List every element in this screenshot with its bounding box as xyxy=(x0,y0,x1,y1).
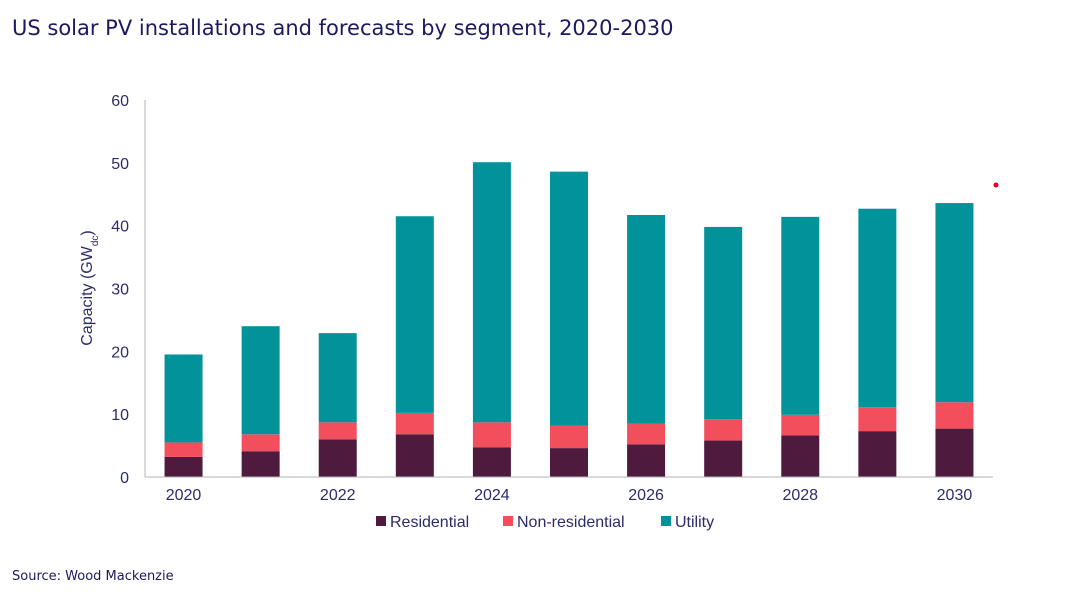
y-tick-label: 20 xyxy=(111,344,129,361)
bar-non-residential-2030 xyxy=(935,402,974,429)
source-note: Source: Wood Mackenzie xyxy=(12,569,174,584)
legend-label-residential: Residential xyxy=(390,514,469,531)
x-tick-label: 2024 xyxy=(474,487,510,504)
y-tick-label: 40 xyxy=(111,219,129,236)
bar-utility-2023 xyxy=(395,216,434,413)
bar-residential-2028 xyxy=(781,435,820,477)
bar-utility-2026 xyxy=(627,214,666,424)
legend: Residential Non-residential Utility xyxy=(376,514,714,531)
bar-non-residential-2026 xyxy=(627,423,666,445)
legend-swatch-residential xyxy=(376,516,386,526)
y-tick-label: 50 xyxy=(111,156,129,173)
bar-utility-2027 xyxy=(704,226,743,420)
bar-utility-2020 xyxy=(164,354,203,443)
x-tick-label: 2026 xyxy=(628,487,664,504)
bar-residential-2021 xyxy=(241,451,280,477)
bar-residential-2022 xyxy=(318,439,357,477)
bar-residential-2020 xyxy=(164,456,203,477)
bar-residential-2023 xyxy=(395,434,434,477)
bar-utility-2021 xyxy=(241,326,280,435)
bar-non-residential-2025 xyxy=(550,425,588,449)
y-tick-label: 0 xyxy=(120,470,129,487)
bar-non-residential-2021 xyxy=(241,434,280,452)
legend-swatch-utility xyxy=(661,516,671,526)
x-tick-label: 2028 xyxy=(782,487,818,504)
y-tick-label: 60 xyxy=(111,93,129,110)
bar-utility-2030 xyxy=(935,203,974,403)
y-axis-label: Capacity (GWdc) xyxy=(79,230,101,345)
bar-residential-2030 xyxy=(935,428,974,477)
x-tick-label: 2022 xyxy=(320,487,356,504)
y-tick-label: 10 xyxy=(111,407,129,424)
bar-non-residential-2024 xyxy=(472,422,511,448)
bar-residential-2027 xyxy=(704,440,743,477)
bar-non-residential-2023 xyxy=(395,412,434,435)
x-tick-label: 2020 xyxy=(166,487,202,504)
bar-residential-2024 xyxy=(472,447,511,477)
legend-label-non-residential: Non-residential xyxy=(517,514,625,531)
legend-label-utility: Utility xyxy=(675,514,714,531)
bar-non-residential-2028 xyxy=(781,414,820,436)
bar-utility-2024 xyxy=(472,162,511,423)
bar-non-residential-2027 xyxy=(704,419,743,441)
chart-title: US solar PV installations and forecasts … xyxy=(12,16,674,40)
bar-residential-2029 xyxy=(858,431,897,477)
x-tick-label: 2030 xyxy=(937,487,973,504)
red-dot-marker xyxy=(993,182,999,188)
bar-utility-2028 xyxy=(781,216,820,415)
bar-non-residential-2022 xyxy=(318,422,357,440)
bar-non-residential-2029 xyxy=(858,407,897,432)
bar-utility-2025 xyxy=(550,171,588,426)
bar-utility-2029 xyxy=(858,208,897,408)
bar-utility-2022 xyxy=(318,333,357,423)
bar-residential-2025 xyxy=(550,448,588,477)
y-tick-label: 30 xyxy=(111,282,129,299)
bar-residential-2026 xyxy=(627,444,666,477)
legend-swatch-non-residential xyxy=(503,516,513,526)
bar-non-residential-2020 xyxy=(164,442,203,457)
